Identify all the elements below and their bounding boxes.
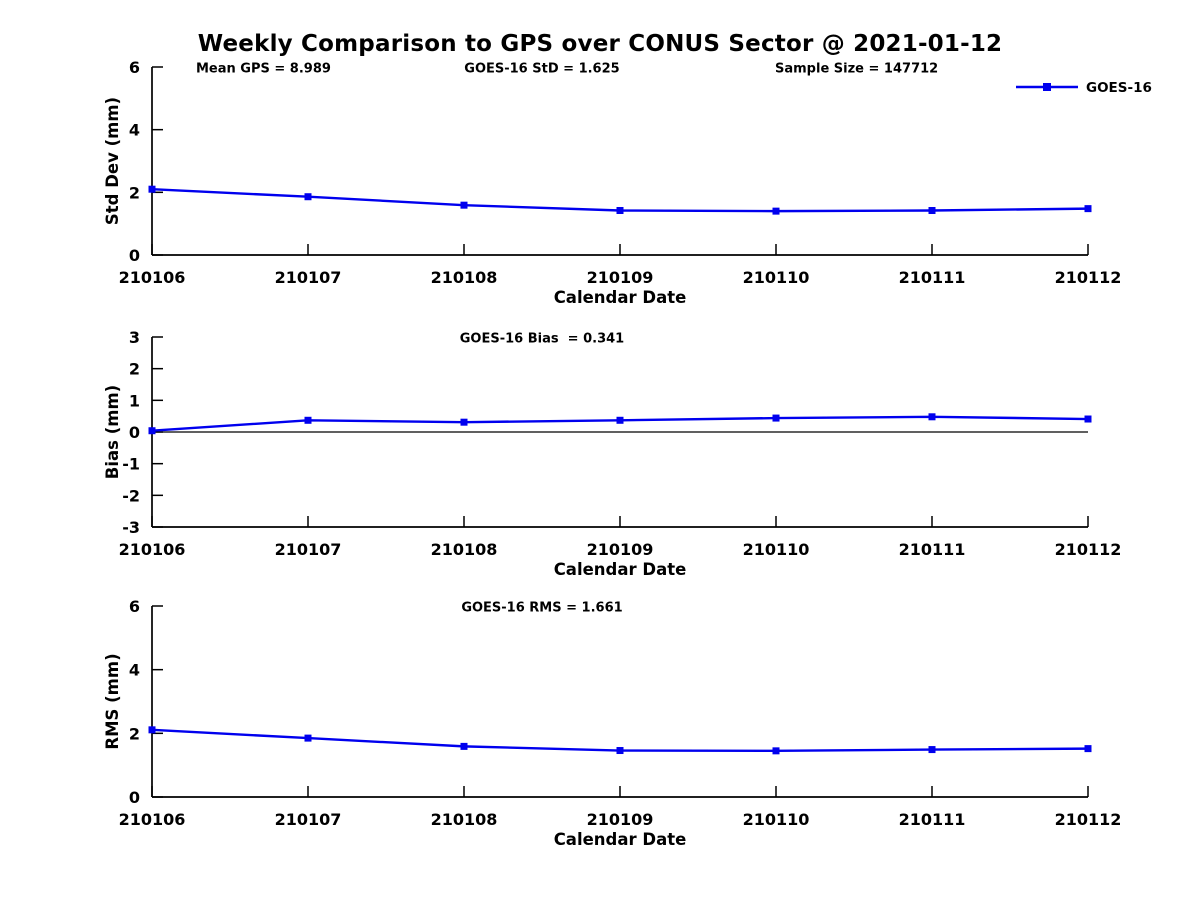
series-marker: [304, 416, 312, 424]
x-tick-label: 210112: [1055, 540, 1122, 559]
annotation-center: GOES-16 StD = 1.625: [464, 62, 619, 77]
x-axis-label: Calendar Date: [554, 830, 687, 849]
x-tick-label: 210109: [587, 810, 654, 829]
x-tick-label: 210111: [899, 810, 966, 829]
series-marker: [1084, 415, 1092, 423]
annotation-left: Mean GPS = 8.989: [196, 62, 331, 77]
x-tick-label: 210106: [119, 810, 186, 829]
x-tick-label: 210111: [899, 268, 966, 287]
figure-title: Weekly Comparison to GPS over CONUS Sect…: [197, 31, 1003, 57]
stddev-subplot: 0 2 4 6 210106 210107 210108 210109 210110 210111…: [103, 58, 1152, 307]
y-tick-label: -2: [122, 486, 140, 505]
series-marker: [928, 207, 936, 215]
x-tick-label: 210110: [743, 268, 810, 287]
x-tick-label: 210108: [431, 810, 498, 829]
y-tick-label: 0: [129, 246, 140, 265]
rms-subplot: 0 2 4 6 210106 210107 210108 210109 210110 210111…: [103, 597, 1121, 849]
series-marker: [304, 734, 312, 742]
series-marker: [772, 207, 780, 215]
y-tick-label: 6: [129, 58, 140, 77]
series-marker: [772, 414, 780, 422]
y-tick-label: 2: [129, 360, 140, 379]
y-tick-label: 1: [129, 391, 140, 410]
x-axis-label: Calendar Date: [554, 560, 687, 579]
x-tick-label: 210112: [1055, 268, 1122, 287]
x-tick-label: 210109: [587, 540, 654, 559]
y-axis-label: Std Dev (mm): [103, 97, 122, 225]
x-tick-label: 210110: [743, 810, 810, 829]
y-axis-label: RMS (mm): [103, 653, 122, 749]
x-tick-label: 210109: [587, 268, 654, 287]
legend-label: GOES-16: [1086, 80, 1152, 96]
annotation-center: GOES-16 Bias = 0.341: [460, 332, 624, 347]
y-tick-label: 0: [129, 788, 140, 807]
x-tick-label: 210107: [275, 540, 342, 559]
legend-marker: [1043, 83, 1051, 91]
y-tick-label: 0: [129, 423, 140, 442]
series-marker: [616, 207, 624, 215]
y-tick-label: -1: [122, 455, 140, 474]
series-marker: [928, 746, 936, 754]
y-axis-label: Bias (mm): [103, 385, 122, 479]
x-tick-label: 210107: [275, 268, 342, 287]
y-tick-label: 2: [129, 724, 140, 743]
series-marker: [616, 747, 624, 755]
y-tick-label: 4: [129, 661, 140, 680]
series-marker: [148, 726, 156, 734]
y-tick-label: 3: [129, 328, 140, 347]
series-marker: [460, 201, 468, 209]
x-tick-label: 210110: [743, 540, 810, 559]
annotation-right: Sample Size = 147712: [775, 62, 938, 77]
legend: GOES-16: [1016, 80, 1152, 96]
x-tick-label: 210106: [119, 268, 186, 287]
series-marker: [148, 185, 156, 193]
x-axis-label: Calendar Date: [554, 288, 687, 307]
x-tick-label: 210106: [119, 540, 186, 559]
series-marker: [616, 416, 624, 424]
series-marker: [460, 418, 468, 426]
series-marker: [928, 413, 936, 421]
series-marker: [460, 742, 468, 750]
y-tick-label: 6: [129, 597, 140, 616]
bias-subplot: -3 -2 -1 0 1 2 3 210106 210107 210108 210109 210110…: [103, 328, 1121, 579]
series-marker: [1084, 205, 1092, 213]
series-marker: [304, 193, 312, 201]
x-tick-label: 210111: [899, 540, 966, 559]
x-tick-label: 210112: [1055, 810, 1122, 829]
y-tick-label: 2: [129, 183, 140, 202]
y-tick-label: -3: [122, 518, 140, 537]
series-marker: [148, 427, 156, 435]
annotation-center: GOES-16 RMS = 1.661: [461, 601, 622, 616]
series-marker: [1084, 745, 1092, 753]
y-tick-label: 4: [129, 121, 140, 140]
x-tick-label: 210108: [431, 540, 498, 559]
x-tick-label: 210108: [431, 268, 498, 287]
x-tick-label: 210107: [275, 810, 342, 829]
series-marker: [772, 747, 780, 755]
